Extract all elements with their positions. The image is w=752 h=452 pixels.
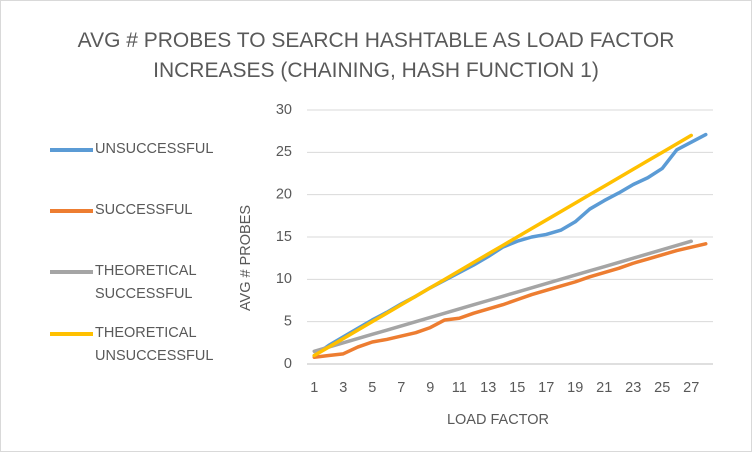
- y-tick-label: 15: [276, 229, 292, 245]
- legend-swatch: [50, 332, 93, 336]
- y-tick-label: 10: [276, 271, 292, 287]
- x-tick-label: 5: [368, 380, 376, 396]
- y-tick-label: 25: [276, 144, 292, 160]
- x-tick-label: 1: [310, 380, 318, 396]
- legend-swatch: [50, 148, 93, 152]
- x-tick-label: 9: [426, 380, 434, 396]
- y-tick-label: 5: [284, 313, 292, 329]
- x-tick-label: 27: [683, 380, 699, 396]
- x-tick-label: 13: [480, 380, 496, 396]
- x-tick-label: 3: [339, 380, 347, 396]
- x-tick-label: 7: [397, 380, 405, 396]
- x-tick-label: 23: [625, 380, 641, 396]
- y-tick-label: 0: [284, 356, 292, 372]
- legend-swatch: [50, 209, 93, 213]
- y-tick-label: 20: [276, 186, 292, 202]
- x-axis-label: LOAD FACTOR: [447, 412, 549, 428]
- x-tick-label: 11: [452, 380, 467, 396]
- series-line: [312, 133, 693, 358]
- series-line: [312, 239, 693, 354]
- chart-title: AVG # PROBES TO SEARCH HASHTABLE AS LOAD…: [77, 29, 675, 82]
- legend-label: THEORETICAL UNSUCCESSFUL: [95, 325, 214, 364]
- series-line: [312, 242, 708, 359]
- y-axis-label: AVG # PROBES: [238, 205, 254, 311]
- legend-label: THEORETICAL SUCCESSFUL: [95, 263, 196, 302]
- x-tick-label: 17: [538, 380, 554, 396]
- legend-label: SUCCESSFUL: [95, 202, 193, 218]
- y-tick-label: 30: [276, 102, 292, 118]
- x-tick-label: 21: [596, 380, 612, 396]
- x-tick-label: 19: [567, 380, 583, 396]
- legend-label: UNSUCCESSFUL: [95, 141, 214, 157]
- legend-swatch: [50, 270, 93, 274]
- x-tick-label: 15: [509, 380, 525, 396]
- x-tick-label: 25: [654, 380, 670, 396]
